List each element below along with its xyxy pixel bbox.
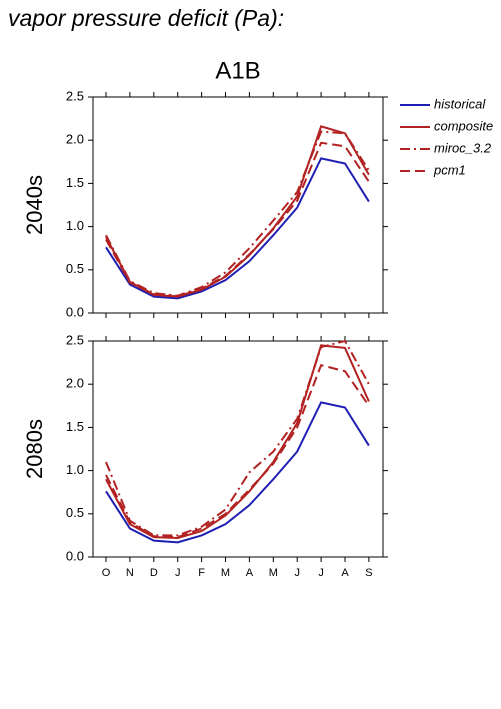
plot-frame <box>92 96 384 314</box>
series-line <box>105 344 370 539</box>
y-tick-label: 0.0 <box>66 304 84 319</box>
y-tick-label: 0.5 <box>66 505 84 520</box>
x-tick-label: A <box>341 567 349 579</box>
legend-label: pcm1 <box>433 162 466 177</box>
x-tick-label: J <box>318 567 324 579</box>
y-tick-label: 1.0 <box>66 462 84 477</box>
x-tick-label: S <box>365 567 372 579</box>
x-tick-label: O <box>102 567 111 579</box>
chart-subtitle: A1B <box>215 57 260 84</box>
series-line <box>105 401 370 544</box>
legend-label: historical <box>434 96 486 111</box>
y-tick-label: 2.0 <box>66 132 84 147</box>
series-line <box>105 141 370 298</box>
series-line <box>105 339 370 537</box>
series-line <box>105 364 370 539</box>
y-tick-label: 1.0 <box>66 218 84 233</box>
x-tick-label: J <box>175 567 181 579</box>
y-axis-label: 2040s <box>22 175 47 235</box>
y-axis-label: 2080s <box>22 419 47 479</box>
y-tick-label: 1.5 <box>66 419 84 434</box>
x-tick-label: F <box>198 567 205 579</box>
y-tick-label: 0.0 <box>66 548 84 563</box>
series-line <box>105 157 370 300</box>
legend-label: miroc_3.2 <box>434 140 492 155</box>
chart-title: vapor pressure deficit (Pa): <box>8 5 284 31</box>
y-tick-label: 0.5 <box>66 261 84 276</box>
x-tick-label: M <box>221 567 230 579</box>
y-tick-label: 2.0 <box>66 376 84 391</box>
x-tick-label: J <box>294 567 300 579</box>
x-tick-label: D <box>150 567 158 579</box>
x-tick-label: A <box>246 567 254 579</box>
x-tick-label: M <box>269 567 278 579</box>
y-tick-label: 2.5 <box>66 332 84 347</box>
y-tick-label: 1.5 <box>66 175 84 190</box>
plot-frame <box>92 340 384 558</box>
x-tick-label: N <box>126 567 134 579</box>
y-tick-label: 2.5 <box>66 88 84 103</box>
legend-label: composite <box>434 118 493 133</box>
